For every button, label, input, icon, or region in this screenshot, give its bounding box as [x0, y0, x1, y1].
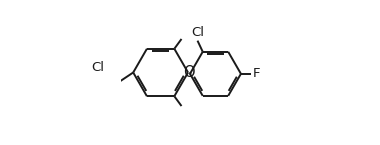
Text: O: O [183, 66, 195, 80]
Text: Cl: Cl [91, 61, 104, 75]
Text: F: F [252, 67, 260, 80]
Text: Cl: Cl [191, 26, 204, 39]
